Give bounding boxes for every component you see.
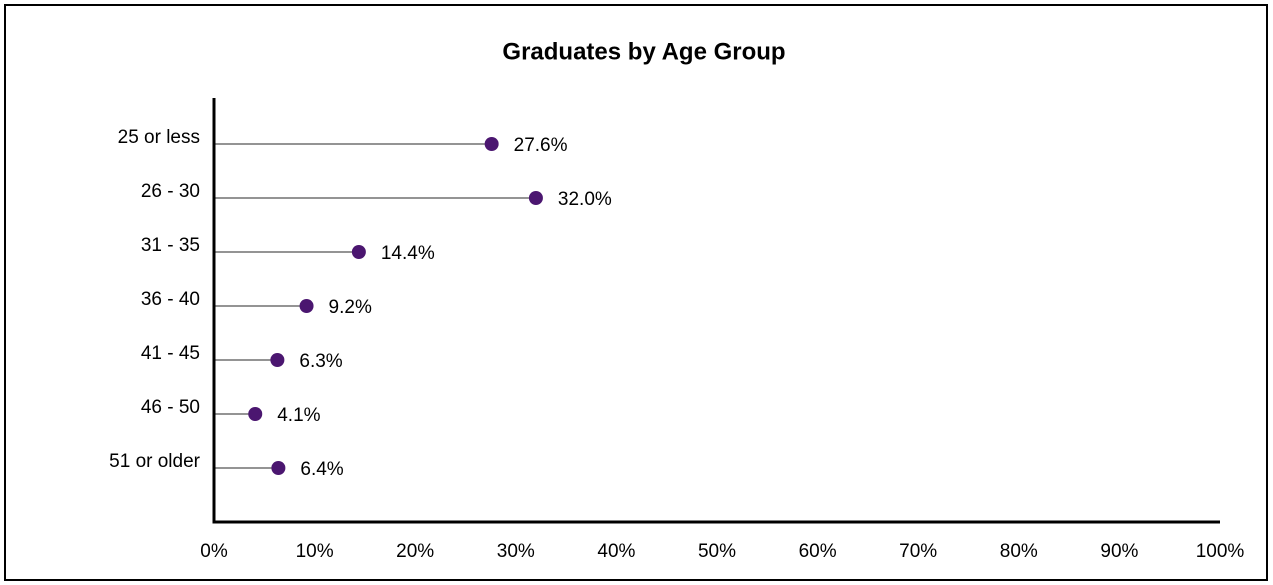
data-label: 27.6% — [514, 135, 568, 156]
x-tick-label: 100% — [1196, 541, 1245, 562]
x-tick-label: 50% — [698, 541, 736, 562]
x-tick-label: 10% — [296, 541, 334, 562]
dot — [270, 353, 285, 367]
y-tick-label: 26 - 30 — [141, 181, 200, 202]
x-tick-label: 60% — [799, 541, 837, 562]
data-label: 6.3% — [299, 351, 342, 372]
data-label: 9.2% — [329, 297, 372, 318]
x-tick-label: 80% — [1000, 541, 1038, 562]
dot — [484, 137, 499, 151]
y-tick-label: 41 - 45 — [141, 343, 200, 364]
y-tick-label: 51 or older — [109, 451, 201, 472]
x-tick-label: 90% — [1100, 541, 1138, 562]
y-tick-label: 31 - 35 — [141, 235, 200, 256]
chart-title: Graduates by Age Group — [502, 38, 785, 65]
y-tick-label: 36 - 40 — [141, 289, 200, 310]
data-label: 6.4% — [300, 459, 343, 480]
dot — [528, 191, 543, 205]
y-tick-label: 46 - 50 — [141, 397, 200, 418]
x-tick-label: 0% — [200, 541, 228, 562]
data-label: 32.0% — [558, 189, 612, 210]
data-label: 4.1% — [277, 405, 320, 426]
x-tick-label: 20% — [396, 541, 434, 562]
dot — [299, 299, 314, 313]
data-label: 14.4% — [381, 243, 435, 264]
x-tick-label: 70% — [899, 541, 937, 562]
y-tick-label: 25 or less — [118, 127, 200, 148]
dot — [248, 407, 263, 421]
x-tick-label: 40% — [597, 541, 635, 562]
x-tick-label: 30% — [497, 541, 535, 562]
dot — [271, 461, 286, 475]
dot — [351, 245, 366, 259]
